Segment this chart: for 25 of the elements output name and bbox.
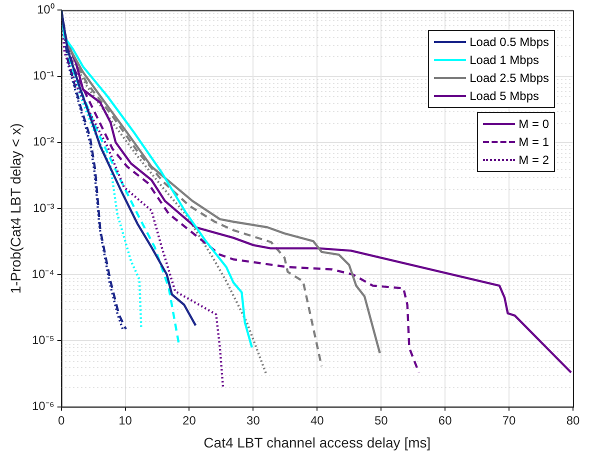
- x-tick-label: 80: [566, 413, 580, 428]
- y-tick-label: 10⁻²: [32, 134, 54, 149]
- x-tick-label: 60: [438, 413, 452, 428]
- y-tick-label: 10⁻³: [32, 200, 54, 215]
- y-tick-label: 10⁻¹: [32, 68, 54, 83]
- legend-label: Load 0.5 Mbps: [470, 35, 549, 49]
- y-tick-label: 10⁻⁴: [32, 266, 54, 281]
- x-tick-label: 70: [502, 413, 516, 428]
- x-axis-title: Cat4 LBT channel access delay [ms]: [204, 434, 431, 450]
- legend-label: M = 2: [518, 153, 549, 167]
- x-tick-label: 10: [118, 413, 132, 428]
- x-tick-label: 30: [246, 413, 260, 428]
- x-tick-label: 50: [374, 413, 388, 428]
- x-tick-label: 0: [58, 413, 65, 428]
- legend-label: Load 2.5 Mbps: [470, 71, 549, 85]
- legend-label: M = 0: [518, 117, 549, 131]
- x-tick-label: 20: [182, 413, 196, 428]
- y-axis-title: 1-Prob(Cat4 LBT delay < x): [7, 123, 24, 294]
- y-tick-label: 10⁰: [36, 2, 54, 17]
- y-tick-label: 10⁻⁵: [32, 333, 54, 348]
- legend-label: M = 1: [518, 135, 549, 149]
- legend-label: Load 5 Mbps: [470, 89, 539, 103]
- x-tick-label: 40: [310, 413, 324, 428]
- y-tick-label: 10⁻⁶: [32, 399, 54, 414]
- legend-label: Load 1 Mbps: [470, 53, 539, 67]
